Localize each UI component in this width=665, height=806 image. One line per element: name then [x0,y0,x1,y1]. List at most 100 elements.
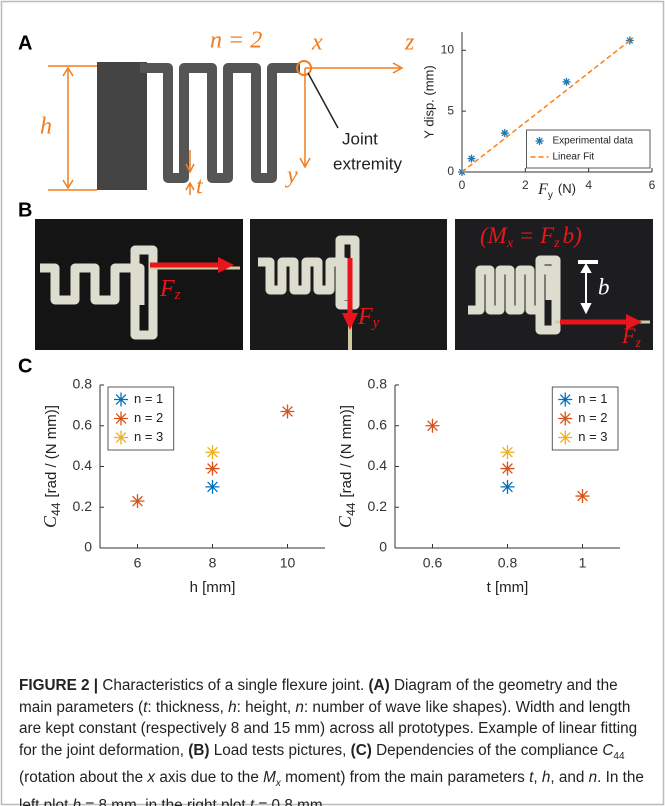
label-unit: [rad / (N mm)] [338,405,355,498]
caption-text: Diagram of the geometry and the main par… [19,677,618,716]
marker [130,494,145,509]
x-tick-label: 1 [579,555,587,571]
caption-text: n [295,698,304,716]
force-label: Fy [357,304,380,332]
y-tick-label: 0 [447,164,454,178]
legend: n = 1 n = 2 n = 3 [107,386,175,451]
marker [467,154,476,163]
y-axis-label: Y disp. (mm) [421,65,436,138]
caption-text: axis due to the [155,769,264,787]
x-tick-label: 2 [522,178,529,192]
panel-label: C [18,355,32,377]
marker [500,479,515,494]
marker [280,404,295,419]
caption-text: C [602,741,614,759]
chart: 0 2 4 6 0 5 10 Fy (N) Y disp. (mm) Experimental da… [421,32,656,201]
legend: n = 1 n = 2 n = 3 [551,386,619,451]
force-label: Fz [159,276,181,304]
legend-label: Experimental data [553,136,634,147]
panel-label: A [18,32,32,54]
joint-label: Joint [342,129,378,148]
x-axis-label: h [mm] [190,579,236,596]
marker [500,461,515,476]
x-tick-label: 10 [280,555,296,571]
marker [500,129,509,138]
caption-text: x [147,769,156,787]
force-symbol: F [357,304,373,330]
label-subscript: 44 [344,502,358,516]
caption-text: : number of wave like shapes). Width and… [19,698,638,759]
y-tick-label: 0.8 [73,376,93,392]
x-tick-label: 6 [134,555,142,571]
y-tick-label: 0.2 [368,498,388,514]
x-axis-label: t [mm] [487,579,529,596]
legend-swatch [114,430,128,445]
caption-text: (C) [350,741,372,759]
legend: Experimental data Linear Fit [526,129,651,169]
caption-text: h [228,698,237,716]
label-symbol: F [537,181,548,198]
caption-text: FIGURE 2 | [19,677,99,694]
moment-part: (M [480,223,509,248]
force-symbol: F [621,323,636,348]
legend-label: Linear Fit [553,152,595,163]
caption-text: (rotation about the [19,769,148,787]
caption-text: : height, [236,698,296,716]
caption-text: . In the left plot [19,769,644,806]
caption: FIGURE 2 | Characteristics of a single f… [19,675,647,806]
x-tick-label: 6 [649,178,656,192]
legend-label: n = 3 [578,429,607,444]
moment-part: b) [563,223,582,248]
caption-text: M [263,769,276,787]
marker [205,479,220,494]
caption-text: (B) [188,741,210,759]
force-subscript: y [371,315,380,331]
caption-text: Load tests pictures, [209,741,351,759]
caption-text: : thickness, [147,698,229,716]
label-symbol: C [335,515,355,528]
y-axis-label: C44 [rad / (N mm)] [335,405,358,528]
chart: 0.6 0.8 1 0 0.2 0.4 0.6 0.8 t [mm] C44 [rad / (N m… [335,376,620,596]
marker [205,461,220,476]
n-label: n = 2 [210,28,262,54]
fit-line [461,37,634,173]
legend-swatch [558,392,573,407]
caption-text: 44 [613,750,625,762]
caption-text: moment) from the main parameters [280,769,530,787]
base-block [97,62,147,190]
legend-swatch [114,392,128,407]
moment-label: (Mx = Fz b) [480,223,582,251]
marker [425,418,440,433]
h-label: h [40,114,52,140]
caption-text: , and [550,769,589,787]
label-subscript: 44 [49,502,63,516]
joint-label: extremity [333,154,402,173]
label-unit: [rad / (N mm)] [43,405,60,498]
legend-label: n = 3 [134,429,163,444]
y-tick-label: 5 [447,103,454,117]
moment-part: x [506,236,514,251]
legend-swatch [558,411,573,426]
y-axis-label: C44 [rad / (N mm)] [40,405,63,528]
caption-text: t [529,769,534,787]
y-tick-label: 10 [441,42,455,56]
legend-label: n = 2 [134,410,163,425]
x-tick-label: 0.8 [498,555,518,571]
caption-text: = 8 mm, in the right plot [81,796,250,806]
panel-label: B [18,199,32,221]
force-subscript: z [174,287,181,303]
legend-label: n = 1 [134,391,163,406]
x-tick-label: 0.6 [423,555,443,571]
photos: Fz Fy Fz (Mx = Fz b) b [35,219,653,351]
t-label: t [196,174,204,200]
caption-text: x [275,778,281,790]
x-tick-label: 4 [585,178,592,192]
moment-part: = F [513,223,555,248]
legend-swatch [535,137,544,145]
label-symbol: C [40,515,60,528]
caption-text: , [533,769,542,787]
caption-text: h [72,796,82,806]
